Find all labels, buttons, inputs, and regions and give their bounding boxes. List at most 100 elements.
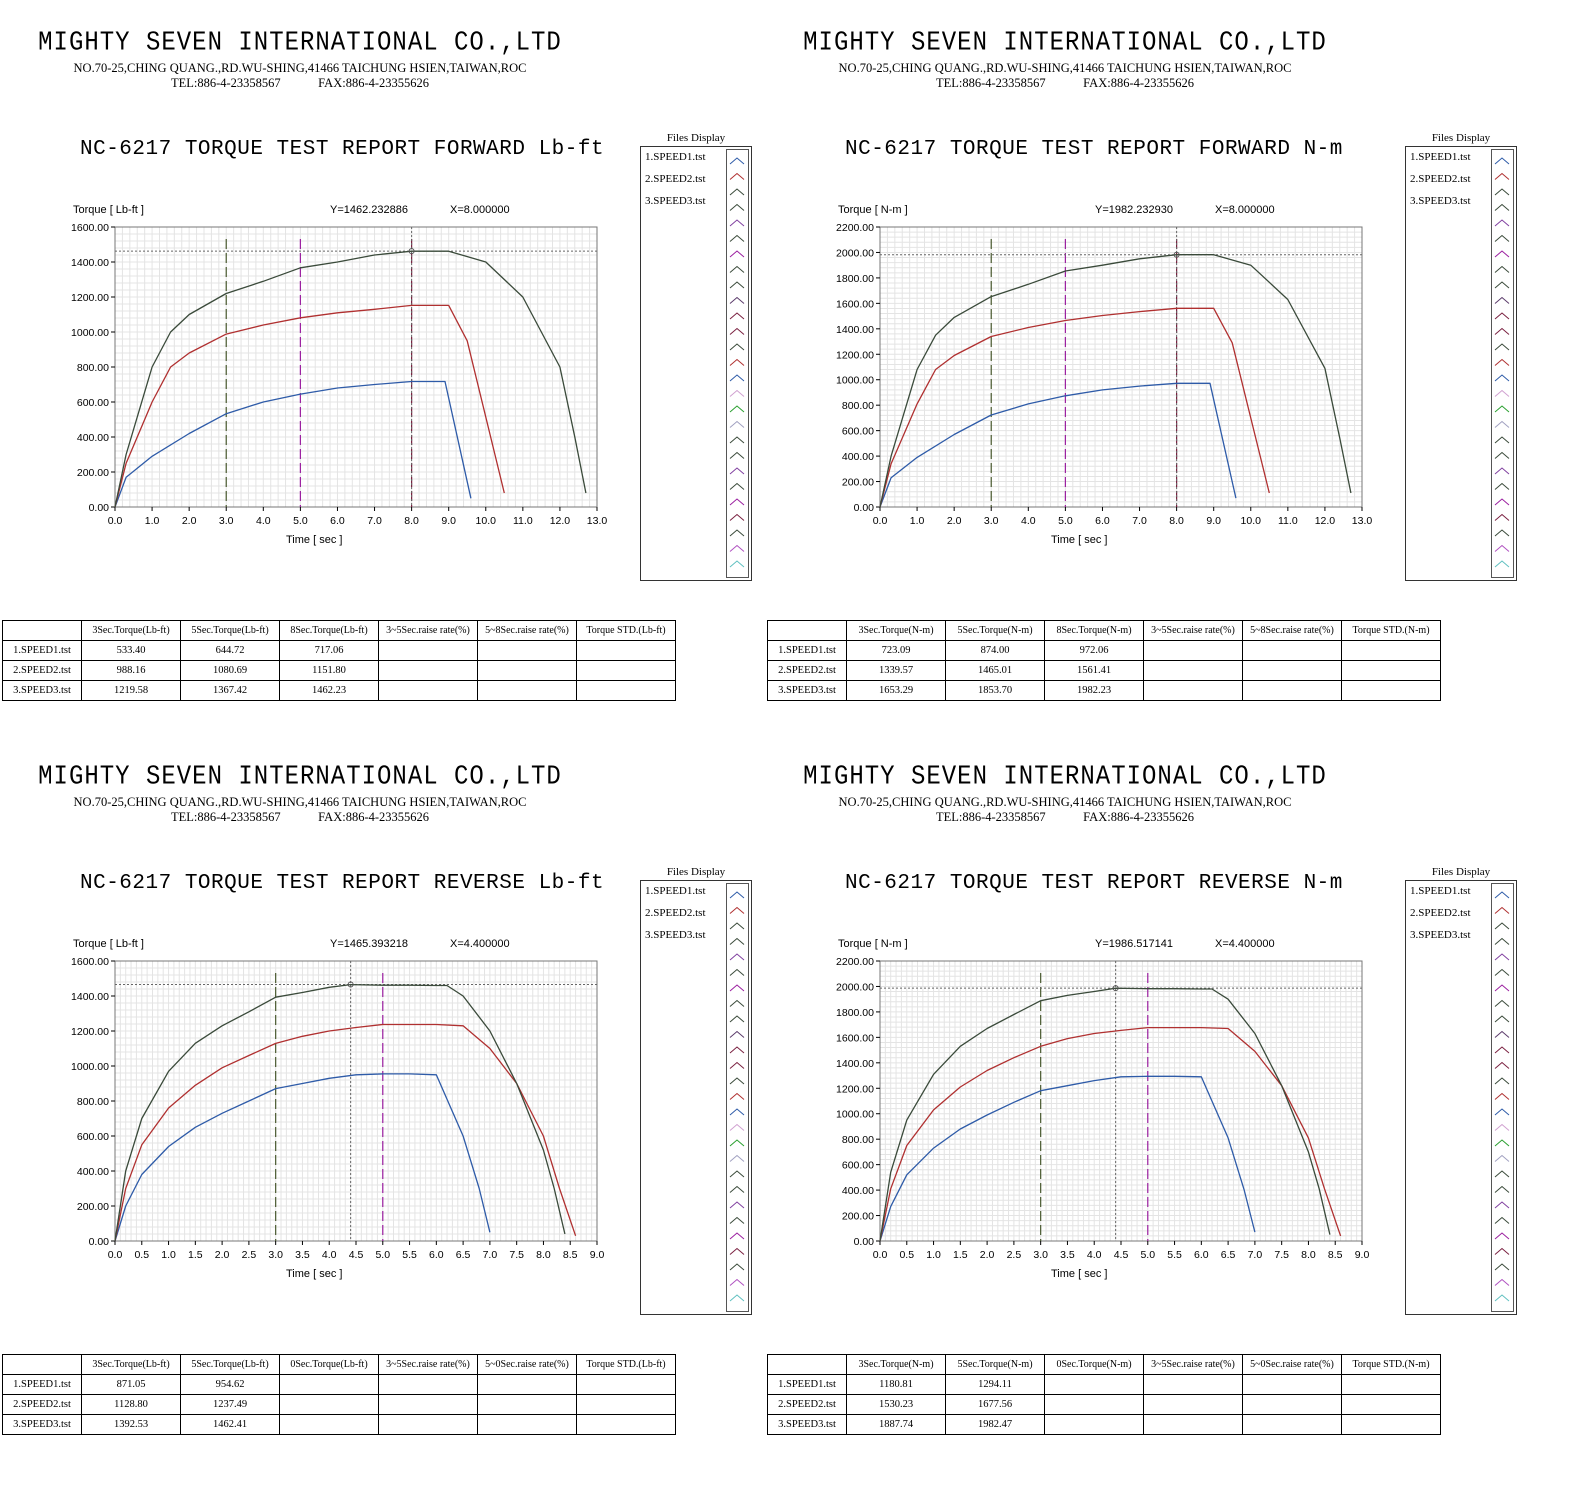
table-header-cell: Torque STD.(N-m)	[1341, 1354, 1441, 1375]
cursor-x-readout: X=4.400000	[1215, 938, 1275, 950]
x-tick-label: 3.0	[268, 1249, 283, 1261]
legend-chevron	[1494, 1232, 1510, 1240]
torque-table: 3Sec.Torque(N-m) 5Sec.Torque(N-m) 8Sec.Tor…	[767, 620, 1441, 701]
table-cell: 988.16	[81, 660, 181, 681]
table-row-label: 1.SPEED1.tst	[2, 1374, 82, 1395]
legend-chevron	[729, 953, 745, 961]
legend-chevron	[1494, 1139, 1510, 1147]
table-cell: 644.72	[180, 640, 280, 661]
legend-chevron	[1494, 1278, 1510, 1286]
legend-chevron	[1494, 203, 1510, 211]
x-tick-label: 1.0	[926, 1249, 941, 1261]
legend-chevron	[1494, 1216, 1510, 1224]
y-tick-label: 400.00	[77, 432, 109, 444]
series-line-speed2	[114, 304, 505, 508]
file-item[interactable]: 1.SPEED1.tst	[1410, 885, 1471, 897]
legend-chevron	[729, 937, 745, 945]
table-corner-cell	[767, 620, 847, 641]
y-axis-label: Torque [ Lb-ft ]	[73, 938, 144, 950]
x-tick-label: 4.5	[349, 1249, 364, 1261]
x-tick-label: 9.0	[441, 515, 456, 527]
legend-chevron	[1494, 1185, 1510, 1193]
file-item[interactable]: 2.SPEED2.tst	[645, 907, 706, 919]
legend-chevron	[1494, 1092, 1510, 1100]
legend-chevron	[1494, 984, 1510, 992]
x-tick-label: 6.0	[1194, 1249, 1209, 1261]
table-row: 3.SPEED3.tst 1392.53 1462.41	[2, 1414, 676, 1435]
company-address: NO.70-25,CHING QUANG.,RD.WU-SHING,41466 …	[838, 795, 1292, 809]
file-item[interactable]: 3.SPEED3.tst	[1410, 929, 1471, 941]
legend-chevron	[729, 219, 745, 227]
legend-chevron	[1494, 1061, 1510, 1069]
legend-chevron	[1494, 1263, 1510, 1271]
report-title: NC-6217 TORQUE TEST REPORT REVERSE Lb-ft	[80, 872, 605, 895]
series-line-speed3	[879, 987, 1331, 1242]
color-legend-strip	[726, 883, 749, 1312]
legend-chevron	[729, 172, 745, 180]
legend-chevron	[729, 327, 745, 335]
y-axis-label: Torque [ N-m ]	[838, 938, 908, 950]
file-item[interactable]: 3.SPEED3.tst	[645, 195, 706, 207]
legend-chevron	[1494, 1201, 1510, 1209]
legend-chevron	[1494, 1030, 1510, 1038]
legend-chevron	[729, 1061, 745, 1069]
grid	[114, 960, 598, 1242]
legend-chevron	[1494, 922, 1510, 930]
table-cell	[1143, 1414, 1243, 1435]
legend-chevron	[729, 906, 745, 914]
table-header-cell: 5Sec.Torque(N-m)	[945, 1354, 1045, 1375]
table-header-cell: Torque STD.(N-m)	[1341, 620, 1441, 641]
table-header-cell: 8Sec.Torque(N-m)	[1044, 620, 1144, 641]
file-item[interactable]: 2.SPEED2.tst	[645, 173, 706, 185]
table-header-cell: 3Sec.Torque(Lb-ft)	[81, 1354, 181, 1375]
series-line-speed2	[114, 1023, 577, 1242]
legend-chevron	[1494, 405, 1510, 413]
company-address: NO.70-25,CHING QUANG.,RD.WU-SHING,41466 …	[73, 795, 527, 809]
company-header: MIGHTY SEVEN INTERNATIONAL CO.,LTD NO.70…	[785, 0, 1345, 91]
table-cell: 1180.81	[846, 1374, 946, 1395]
file-item[interactable]: 3.SPEED3.tst	[645, 929, 706, 941]
legend-chevron	[729, 999, 745, 1007]
company-tel: TEL:886-4-23358567	[170, 76, 281, 90]
table-cell: 954.62	[180, 1374, 280, 1395]
legend-chevrons	[1494, 891, 1510, 1302]
table-cell	[378, 1414, 478, 1435]
file-item[interactable]: 1.SPEED1.tst	[645, 885, 706, 897]
report-title: NC-6217 TORQUE TEST REPORT FORWARD Lb-ft	[80, 138, 605, 161]
x-tick-label: 4.5	[1114, 1249, 1129, 1261]
table-cell: 717.06	[279, 640, 379, 661]
legend-chevron	[729, 984, 745, 992]
table-cell: 1128.80	[81, 1394, 181, 1415]
file-item[interactable]: 3.SPEED3.tst	[1410, 195, 1471, 207]
table-cell	[477, 1374, 577, 1395]
table-cell	[1242, 1374, 1342, 1395]
cursor-point	[347, 981, 354, 988]
legend-chevrons	[729, 891, 745, 1302]
y-axis-label: Torque [ N-m ]	[838, 204, 908, 216]
legend-chevron	[1494, 467, 1510, 475]
table-header-cell: 5Sec.Torque(Lb-ft)	[180, 620, 280, 641]
x-tick-label: 6.0	[330, 515, 345, 527]
y-tick-label: 200.00	[842, 477, 874, 489]
series-line-speed3	[879, 254, 1352, 508]
table-cell: 533.40	[81, 640, 181, 661]
table-row: 3.SPEED3.tst 1219.58 1367.42 1462.23	[2, 680, 676, 701]
table-header-cell: 5Sec.Torque(N-m)	[945, 620, 1045, 641]
company-header: MIGHTY SEVEN INTERNATIONAL CO.,LTD NO.70…	[20, 0, 580, 91]
legend-chevron	[729, 1263, 745, 1271]
y-tick-label: 1000.00	[836, 375, 874, 387]
color-legend-strip	[1491, 149, 1514, 578]
file-item[interactable]: 1.SPEED1.tst	[1410, 151, 1471, 163]
file-item[interactable]: 1.SPEED1.tst	[645, 151, 706, 163]
grid	[879, 960, 1363, 1242]
y-tick-label: 200.00	[77, 467, 109, 479]
file-item[interactable]: 2.SPEED2.tst	[1410, 173, 1471, 185]
company-name: MIGHTY SEVEN INTERNATIONAL CO.,LTD	[803, 28, 1327, 59]
files-display-panel: Files Display 1.SPEED1.tst 2.SPEED2.tst …	[1405, 866, 1517, 1315]
x-axis-label: Time [ sec ]	[1051, 534, 1107, 546]
x-tick-label: 8.0	[1301, 1249, 1316, 1261]
x-axis-label: Time [ sec ]	[1051, 1268, 1107, 1280]
legend-chevron	[729, 358, 745, 366]
y-tick-label: 0.00	[854, 502, 875, 514]
file-item[interactable]: 2.SPEED2.tst	[1410, 907, 1471, 919]
